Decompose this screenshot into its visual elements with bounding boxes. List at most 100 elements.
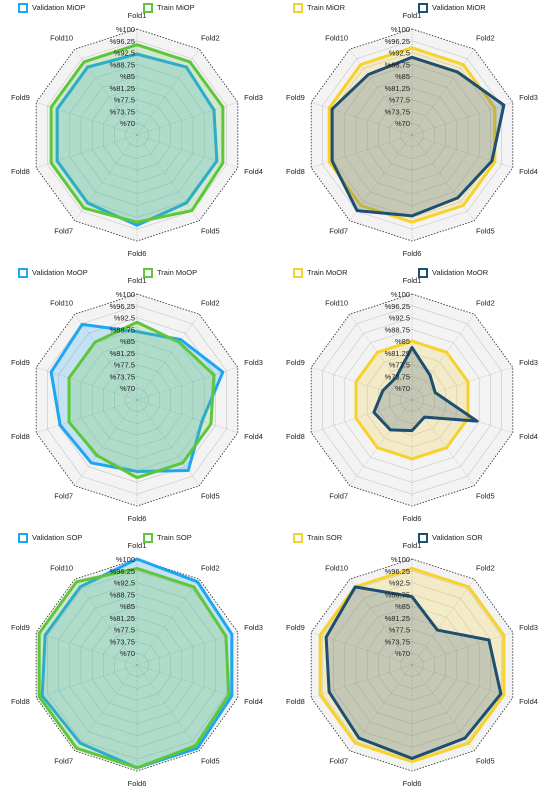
r-tick-label: %81.25 xyxy=(385,349,410,358)
r-tick-label: %77.5 xyxy=(114,626,135,635)
axis-label: Fold4 xyxy=(244,167,263,176)
series-area xyxy=(55,52,219,227)
r-tick-label: %92.5 xyxy=(114,314,135,323)
spoke xyxy=(136,314,200,401)
grid-ring xyxy=(322,305,502,495)
grid-ring xyxy=(366,617,458,713)
spoke xyxy=(349,314,413,401)
r-tick-label: %100 xyxy=(116,25,135,34)
axis-label: Fold5 xyxy=(201,756,220,765)
axis-label: Fold8 xyxy=(11,697,30,706)
spoke xyxy=(136,399,238,433)
r-tick-label: %85 xyxy=(120,602,135,611)
series-area xyxy=(324,585,503,760)
spoke xyxy=(136,134,238,168)
axis-label: Fold4 xyxy=(519,697,538,706)
series-area xyxy=(67,320,216,480)
axis-label: Fold6 xyxy=(128,514,147,523)
grid-ring xyxy=(400,122,424,148)
legend-marker xyxy=(18,268,28,278)
grid-ring xyxy=(389,641,435,689)
axis-label: Fold7 xyxy=(54,491,73,500)
series-area xyxy=(37,566,231,770)
r-tick-label: %100 xyxy=(116,555,135,564)
spoke xyxy=(411,664,475,751)
r-tick-label: %85 xyxy=(120,337,135,346)
grid-ring xyxy=(114,376,160,424)
spoke xyxy=(36,102,138,136)
spoke xyxy=(411,314,475,401)
series-area xyxy=(318,566,506,764)
spoke xyxy=(36,632,138,666)
axis-label: Fold6 xyxy=(403,514,422,523)
series-area xyxy=(49,322,225,473)
spoke xyxy=(349,399,413,486)
r-tick-label: %96.25 xyxy=(110,567,135,576)
axis-label: Fold4 xyxy=(519,432,538,441)
r-tick-label: %100 xyxy=(391,290,410,299)
axis-label: Fold7 xyxy=(54,226,73,235)
spoke xyxy=(136,102,238,136)
grid-ring xyxy=(80,75,194,195)
legend-marker xyxy=(143,268,153,278)
r-tick-label: %92.5 xyxy=(389,49,410,58)
spoke xyxy=(36,367,138,401)
spoke xyxy=(74,399,138,486)
r-tick-label: %96.25 xyxy=(385,37,410,46)
legend-label: Validation SOP xyxy=(32,533,82,542)
axis-label: Fold3 xyxy=(244,93,263,102)
grid-ring xyxy=(80,605,194,725)
grid-ring xyxy=(47,40,227,230)
axis-label: Fold5 xyxy=(476,491,495,500)
r-tick-label: %92.5 xyxy=(114,579,135,588)
axis-label: Fold6 xyxy=(128,779,147,788)
spoke xyxy=(411,579,475,666)
series-area xyxy=(354,339,470,461)
r-tick-label: %77.5 xyxy=(114,96,135,105)
axis-label: Fold5 xyxy=(201,491,220,500)
spoke xyxy=(36,134,138,168)
axis-label: Fold1 xyxy=(403,541,422,550)
spoke xyxy=(136,49,200,136)
axis-label: Fold8 xyxy=(286,432,305,441)
spoke xyxy=(74,579,138,666)
legend-marker xyxy=(418,533,428,543)
r-tick-label: %100 xyxy=(391,25,410,34)
grid-ring xyxy=(114,641,160,689)
r-tick-label: %96.25 xyxy=(110,302,135,311)
r-tick-label: %88.75 xyxy=(385,325,410,334)
grid-ring xyxy=(400,387,424,413)
axis-label: Fold10 xyxy=(50,299,73,308)
r-tick-label: %70 xyxy=(120,649,135,658)
axis-label: Fold1 xyxy=(128,541,147,550)
axis-label: Fold1 xyxy=(403,276,422,285)
legend-label: Train SOP xyxy=(157,533,192,542)
axis-label: Fold9 xyxy=(286,93,305,102)
r-tick-label: %73.75 xyxy=(385,637,410,646)
r-tick-label: %88.75 xyxy=(110,590,135,599)
grid-ring xyxy=(125,652,149,678)
r-tick-label: %85 xyxy=(395,337,410,346)
axis-label: Fold8 xyxy=(286,697,305,706)
axis-label: Fold4 xyxy=(244,697,263,706)
r-tick-label: %73.75 xyxy=(385,372,410,381)
grid-ring xyxy=(58,582,216,748)
spoke xyxy=(311,367,413,401)
r-tick-label: %85 xyxy=(120,72,135,81)
r-tick-label: %100 xyxy=(116,290,135,299)
axis-label: Fold1 xyxy=(128,276,147,285)
axis-label: Fold3 xyxy=(244,358,263,367)
legend-marker xyxy=(293,268,303,278)
spoke xyxy=(136,664,238,698)
spoke xyxy=(311,632,413,666)
legend-label: Validation SOR xyxy=(432,533,483,542)
r-tick-label: %92.5 xyxy=(389,314,410,323)
series-area xyxy=(330,55,506,218)
grid-ring xyxy=(91,617,183,713)
legend-label: Train MoOP xyxy=(157,268,197,277)
r-tick-label: %81.25 xyxy=(110,84,135,93)
spoke xyxy=(349,579,413,666)
axis-label: Fold8 xyxy=(11,167,30,176)
r-tick-label: %88.75 xyxy=(110,60,135,69)
